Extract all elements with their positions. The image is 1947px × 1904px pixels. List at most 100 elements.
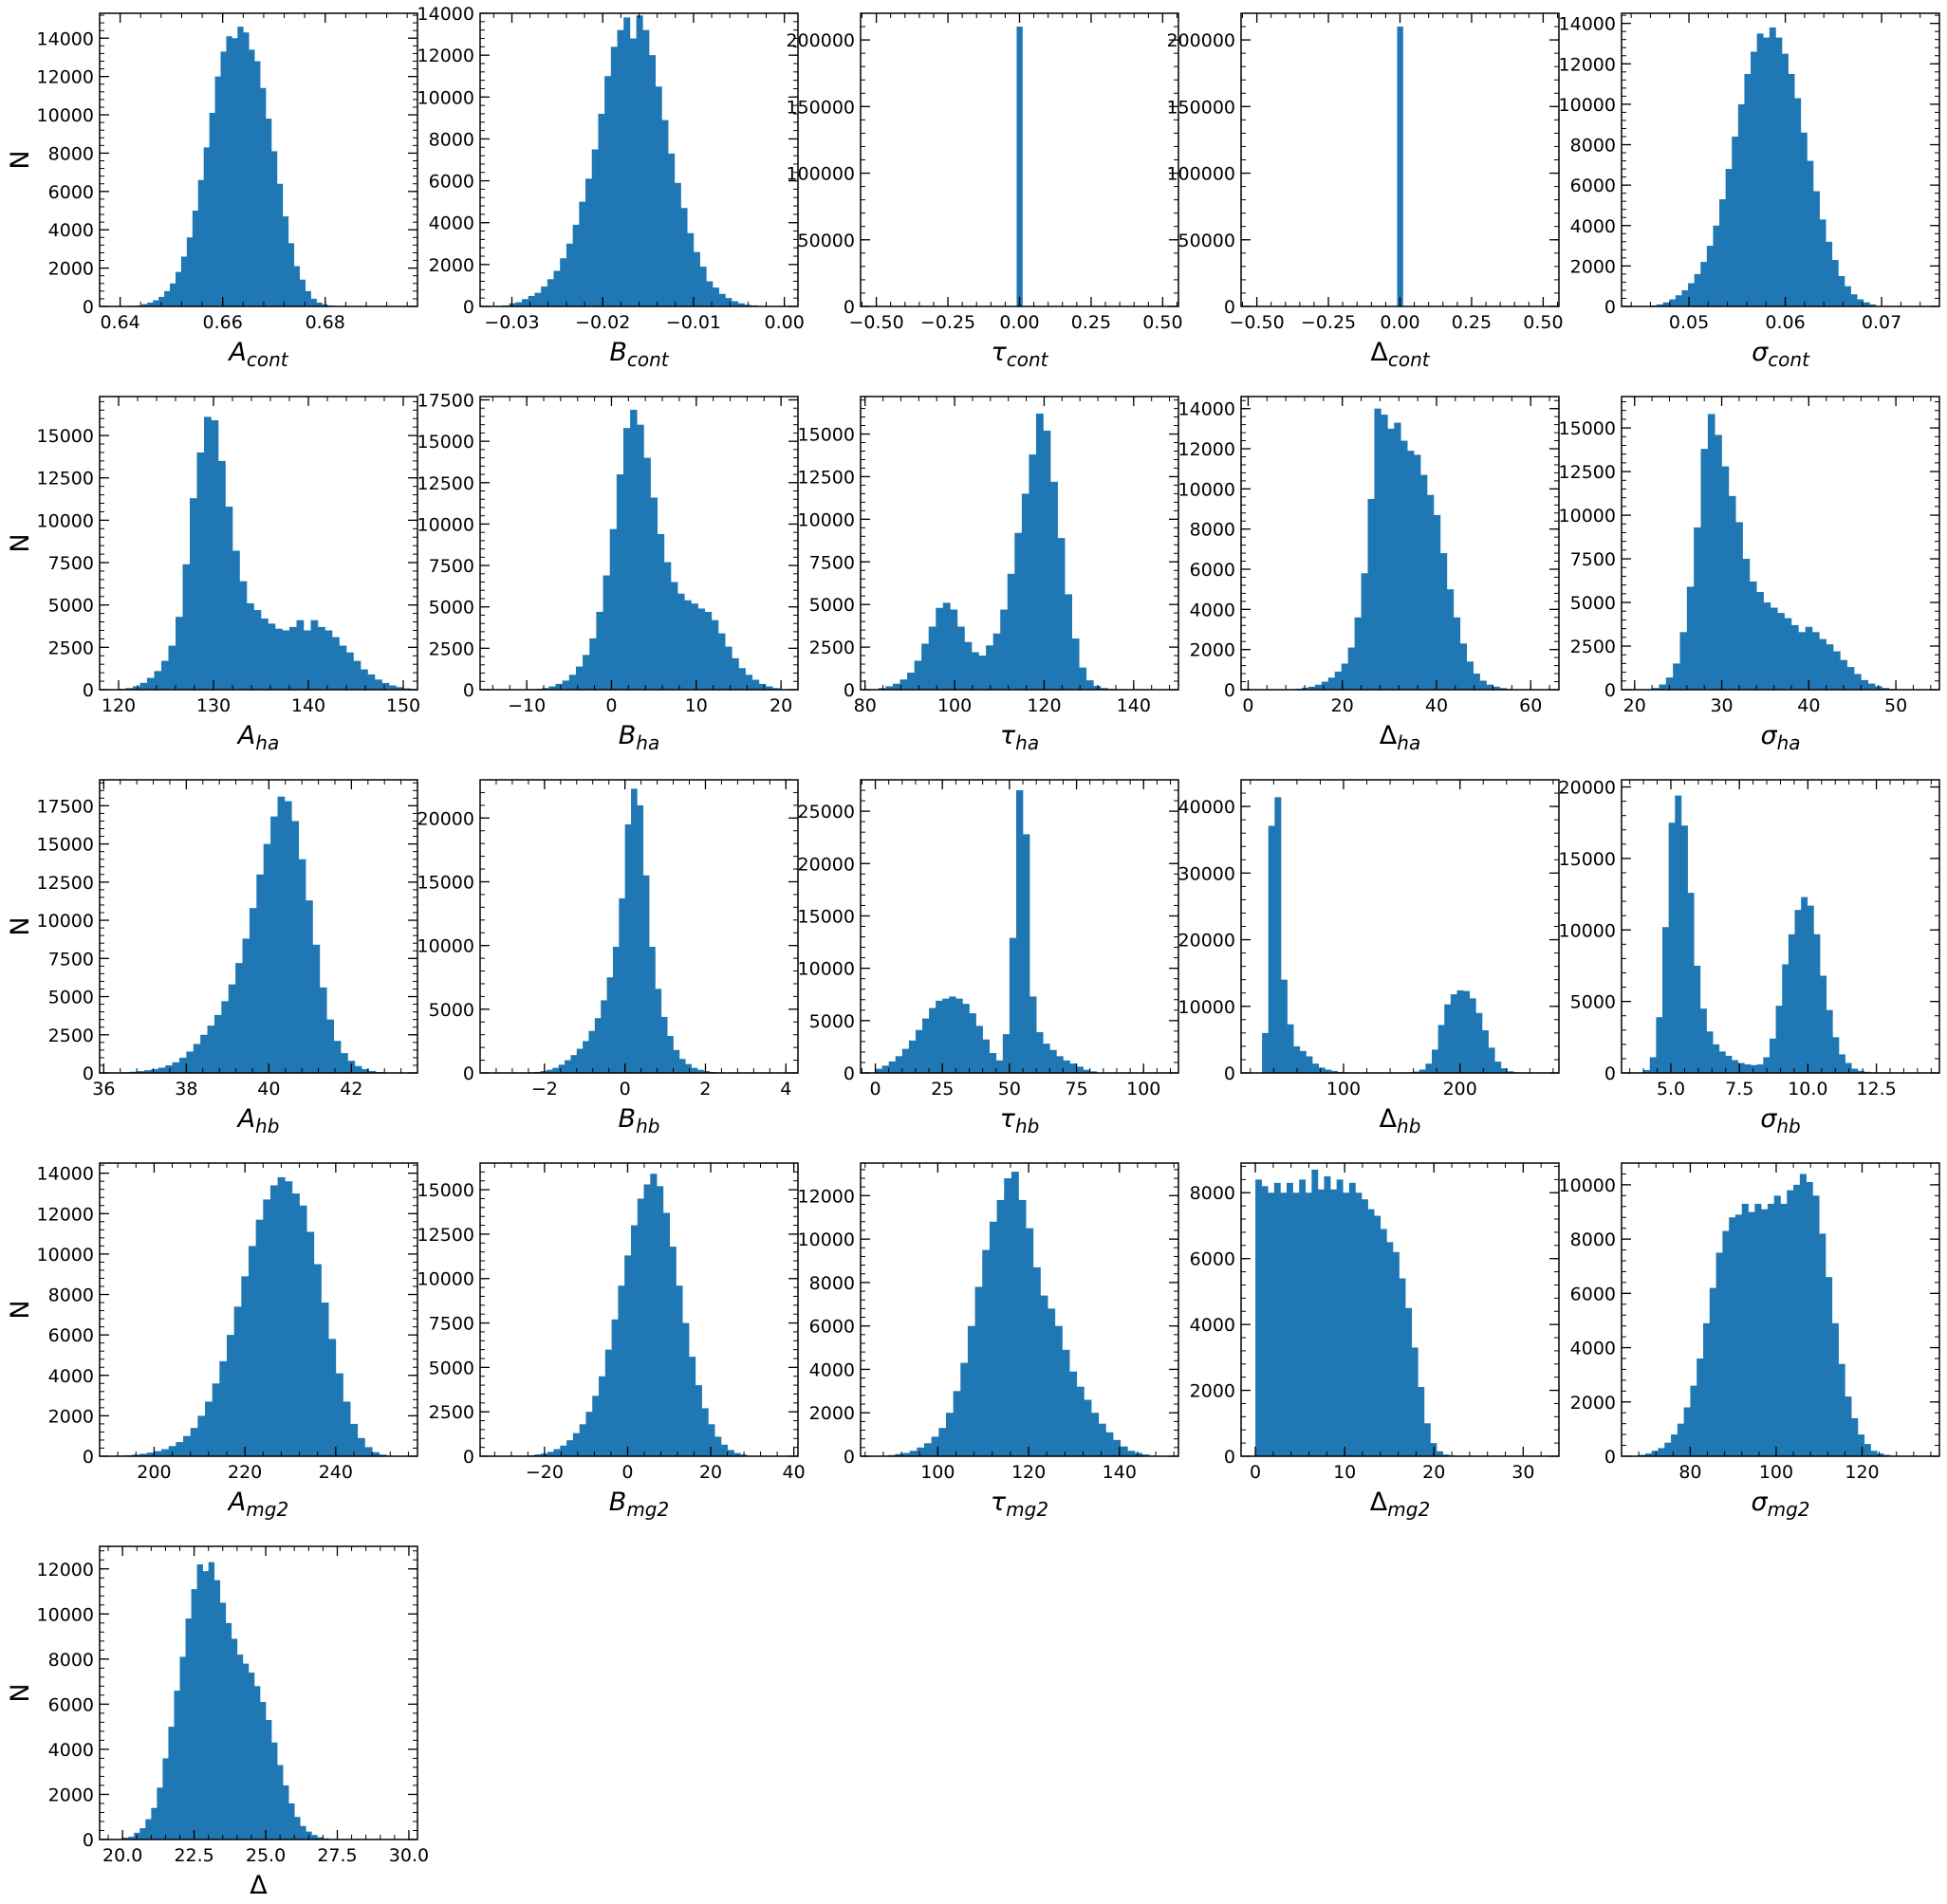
y-tick-label: 2000 — [809, 1403, 855, 1424]
histogram-bar — [528, 295, 535, 306]
histogram-bar — [1826, 1009, 1833, 1073]
x-axis-label-subscript: ha — [1015, 731, 1039, 754]
histogram-bar — [699, 267, 707, 306]
y-tick-label: 15000 — [798, 425, 855, 446]
histogram-bar — [1713, 225, 1720, 306]
histogram-bar — [693, 251, 700, 306]
histogram-bar — [1787, 1190, 1794, 1456]
histogram-bar — [579, 201, 586, 306]
histogram-bar — [287, 243, 295, 306]
histogram-bar — [629, 38, 637, 307]
y-tick-label: 0 — [83, 1830, 94, 1851]
histogram-bar — [1798, 632, 1806, 690]
axes-frame — [1240, 396, 1560, 691]
histogram-bar — [589, 638, 597, 690]
histogram-bar — [1659, 684, 1667, 690]
y-tick-label: 5000 — [429, 598, 474, 619]
histogram-bar — [1833, 651, 1841, 690]
histogram-bar — [284, 801, 292, 1073]
x-axis-label-symbol: Δ — [1380, 1104, 1398, 1134]
histogram-bar — [1040, 1295, 1048, 1456]
bars-B_cont — [502, 15, 758, 307]
bars-tau_mg2 — [887, 1172, 1150, 1456]
histogram-bar — [168, 645, 176, 690]
histogram-bar — [604, 1349, 612, 1456]
histogram-bar — [745, 675, 753, 690]
histogram-bar — [1000, 609, 1009, 690]
histogram-bar — [1744, 73, 1752, 307]
histogram-bar — [917, 1447, 925, 1456]
histogram-bar — [1851, 1417, 1859, 1456]
y-tick-label: 10000 — [1178, 997, 1235, 1018]
y-tick-label: 100000 — [786, 164, 855, 185]
histogram-bar — [1439, 553, 1448, 690]
y-axis-label: N — [6, 916, 35, 935]
histogram-bar — [341, 1053, 348, 1073]
bars-sigma_mg2 — [1639, 1174, 1891, 1457]
x-tick-label: 25 — [931, 1079, 954, 1100]
histogram-bar — [909, 1451, 918, 1456]
histogram-bar — [288, 1802, 295, 1839]
histogram-bar — [285, 1181, 293, 1456]
histogram-bar — [208, 1562, 215, 1839]
y-tick-label: 5000 — [429, 1000, 474, 1021]
y-tick-label: 4000 — [1190, 600, 1235, 620]
histogram-bar — [1268, 825, 1275, 1073]
histogram-bar — [1482, 1030, 1489, 1073]
histogram-bar — [1469, 998, 1476, 1073]
histogram-bar — [186, 237, 194, 306]
histogram-bar — [1769, 1038, 1776, 1073]
histogram-bar — [214, 76, 221, 307]
histogram-bar — [583, 655, 590, 690]
y-tick-label: 15000 — [417, 1180, 474, 1201]
histogram-bar — [601, 1000, 607, 1073]
y-tick-label: 7500 — [809, 552, 855, 573]
x-tick-label: 120 — [1845, 1462, 1879, 1483]
histogram-bar — [1009, 937, 1017, 1073]
y-tick-label: 12500 — [37, 469, 94, 490]
x-axis-label: τmg2 — [991, 1488, 1048, 1521]
histogram-bar — [283, 1784, 289, 1839]
bars-tau_hb — [875, 790, 1098, 1073]
axes-frame — [99, 779, 418, 1074]
histogram-bar — [1782, 964, 1789, 1073]
histogram-bar — [949, 996, 956, 1073]
histogram-bar — [637, 424, 644, 690]
histogram-bar — [299, 1205, 307, 1456]
histogram-bar — [657, 1186, 664, 1456]
histogram-bar — [236, 1654, 244, 1839]
y-tick-label: 0 — [463, 680, 474, 701]
y-tick-label: 50000 — [798, 231, 855, 251]
histogram-bar — [758, 683, 767, 690]
histogram-bar — [1700, 449, 1709, 690]
histogram-bar — [253, 1686, 261, 1839]
histogram-bar — [1255, 1179, 1262, 1456]
y-tick-label: 0 — [1224, 1063, 1235, 1084]
panel-B_ha: −10 0 10 20 0 2500 5000 7500 10000 12500 15000 1750… — [417, 390, 799, 754]
histogram-bar — [316, 302, 323, 306]
histogram-bar — [137, 1071, 145, 1073]
histogram-bar — [232, 38, 238, 306]
histogram-bar — [706, 281, 714, 306]
histogram-bar — [324, 630, 333, 690]
histogram-bar — [1347, 647, 1355, 690]
histogram-bar — [1302, 687, 1309, 690]
histogram-bar — [1444, 1004, 1452, 1073]
histogram-bar — [1751, 1064, 1757, 1073]
x-axis-label: Amg2 — [227, 1488, 288, 1521]
y-tick-label: 10000 — [1178, 479, 1235, 500]
histogram-bar — [1305, 1192, 1312, 1456]
x-tick-label: 12.5 — [1856, 1079, 1896, 1100]
y-tick-label: 6000 — [429, 172, 474, 193]
histogram-bar — [942, 998, 950, 1073]
histogram-bar — [1405, 1307, 1413, 1456]
histogram-bar — [936, 1000, 943, 1073]
panel-sigma_cont: 0.05 0.06 0.07 0 2000 4000 6000 8000 10000 12000 1… — [1559, 12, 1940, 371]
panel-Delta_ha: 0 20 40 60 0 2000 4000 6000 8000 10000 12000 14000 Δ… — [1178, 396, 1560, 754]
y-tick-label: 12000 — [37, 1560, 94, 1581]
histogram-bar — [1433, 514, 1441, 690]
histogram-bar — [172, 1062, 180, 1073]
histogram-bar — [555, 683, 563, 690]
histogram-bar — [1857, 299, 1864, 306]
y-tick-label: 15000 — [1559, 418, 1616, 439]
